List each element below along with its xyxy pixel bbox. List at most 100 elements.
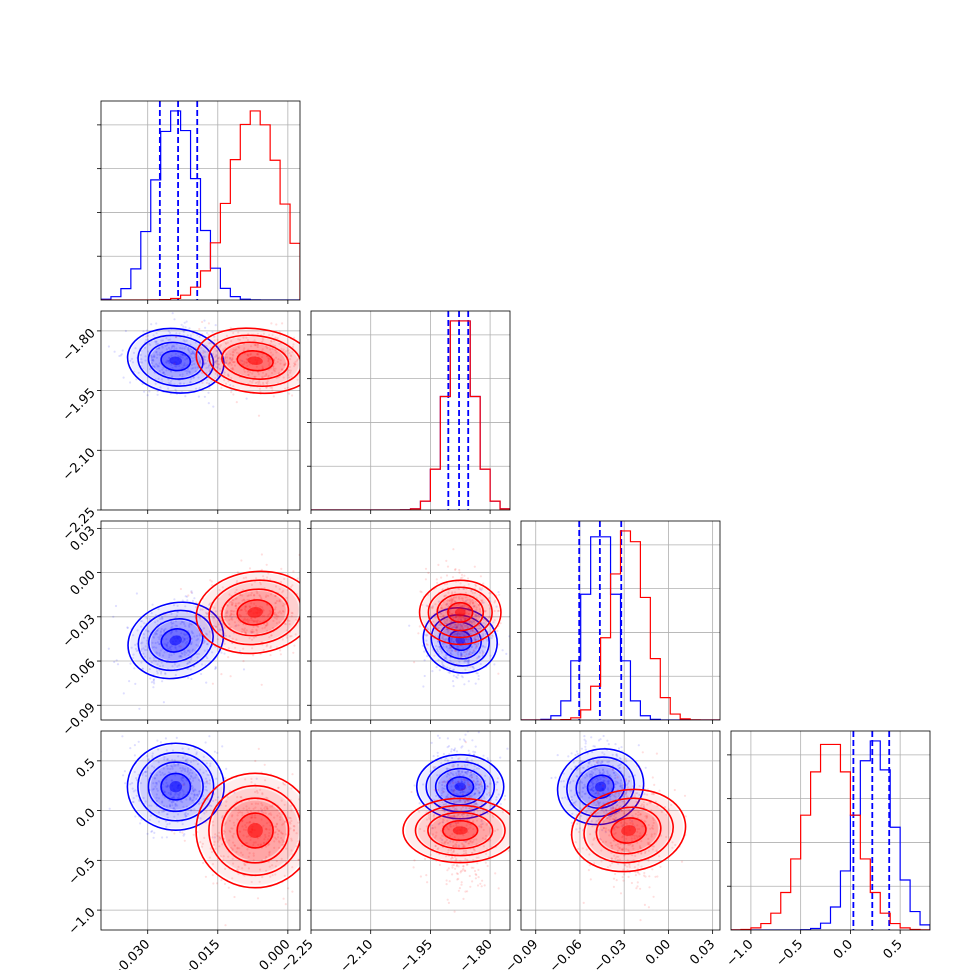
scatter-point	[182, 621, 185, 624]
scatter-point	[454, 606, 458, 609]
scatter-point	[274, 594, 277, 598]
scatter-point	[652, 818, 655, 822]
scatter-point	[140, 642, 143, 645]
scatter-point	[449, 622, 452, 625]
scatter-point	[230, 601, 233, 604]
scatter-point	[478, 783, 481, 786]
scatter-point	[208, 804, 211, 807]
scatter-point	[464, 771, 467, 774]
scatter-point	[456, 634, 459, 637]
scatter-point	[216, 374, 219, 377]
scatter-point	[497, 887, 500, 890]
scatter-point	[159, 617, 162, 621]
scatter-point	[172, 604, 176, 607]
scatter-point	[250, 777, 253, 781]
scatter-point	[218, 628, 221, 631]
scatter-point	[244, 605, 248, 608]
scatter-point	[637, 744, 640, 747]
density-contour-3	[418, 579, 502, 646]
scatter-point	[249, 371, 252, 374]
scatter-point	[195, 387, 198, 390]
scatter-point	[458, 571, 461, 574]
scatter-point	[449, 647, 452, 650]
scatter-point	[283, 577, 286, 581]
scatter-point	[606, 770, 609, 773]
scatter-point	[275, 859, 278, 863]
scatter-point	[228, 593, 231, 596]
scatter-point	[189, 768, 192, 772]
scatter-point	[225, 614, 228, 618]
scatter-point	[425, 634, 428, 637]
scatter-point	[452, 791, 455, 794]
scatter-point	[468, 807, 471, 810]
scatter-point	[477, 767, 481, 770]
scatter-point	[451, 621, 454, 624]
panel-hist-3	[727, 730, 931, 934]
scatter-point	[155, 799, 158, 803]
scatter-point	[664, 806, 667, 809]
scatter-point	[167, 330, 170, 333]
scatter-point	[445, 879, 448, 882]
scatter-point	[236, 796, 239, 799]
scatter-point	[181, 373, 184, 376]
scatter-point	[643, 793, 646, 796]
scatter-point	[129, 747, 132, 750]
scatter-point	[437, 623, 441, 627]
scatter-point	[472, 819, 475, 823]
scatter-point	[264, 779, 267, 782]
scatter-point	[475, 608, 478, 612]
scatter-point	[122, 774, 125, 777]
scatter-point	[145, 648, 148, 652]
scatter-point	[468, 620, 471, 623]
scatter-point	[223, 652, 226, 655]
scatter-point	[279, 362, 282, 365]
scatter-point	[265, 386, 268, 389]
scatter-point	[251, 813, 254, 816]
scatter-point	[258, 594, 261, 597]
scatter-point	[205, 762, 208, 765]
scatter-point	[257, 383, 260, 386]
scatter-point	[250, 583, 253, 587]
scatter-point	[450, 645, 453, 649]
scatter-point	[479, 627, 482, 631]
scatter-point	[452, 763, 455, 766]
scatter-point	[468, 807, 471, 810]
scatter-point	[453, 836, 456, 839]
scatter-point	[289, 635, 292, 638]
scatter-point	[440, 607, 443, 610]
scatter-point	[423, 674, 426, 678]
scatter-point	[476, 810, 479, 813]
scatter-point	[185, 805, 189, 808]
scatter-point	[224, 924, 227, 927]
scatter-point	[435, 666, 438, 669]
scatter-point	[612, 805, 615, 809]
scatter-point	[359, 630, 361, 632]
scatter-point	[201, 381, 204, 384]
scatter-point	[468, 601, 472, 604]
scatter-point	[174, 647, 177, 650]
scatter-point	[181, 756, 185, 759]
scatter-point	[195, 793, 198, 797]
scatter-point	[463, 790, 466, 794]
scatter-point	[235, 579, 239, 583]
scatter-point	[184, 811, 187, 815]
scatter-point	[424, 567, 428, 570]
scatter-point	[599, 738, 602, 741]
scatter-point	[455, 800, 458, 803]
scatter-point	[197, 652, 200, 656]
scatter-point	[474, 877, 477, 880]
scatter-point	[462, 846, 465, 849]
scatter-point	[452, 626, 455, 629]
density-contour-0	[236, 599, 274, 626]
scatter-point	[227, 855, 230, 858]
scatter-point	[451, 779, 454, 782]
scatter-point	[442, 780, 445, 784]
scatter-point	[183, 833, 186, 836]
scatter-point	[274, 606, 277, 609]
scatter-point	[276, 814, 279, 817]
scatter-point	[484, 838, 487, 841]
scatter-point	[470, 646, 473, 649]
scatter-point	[169, 646, 172, 649]
scatter-point	[445, 775, 448, 778]
scatter-point	[488, 596, 491, 599]
